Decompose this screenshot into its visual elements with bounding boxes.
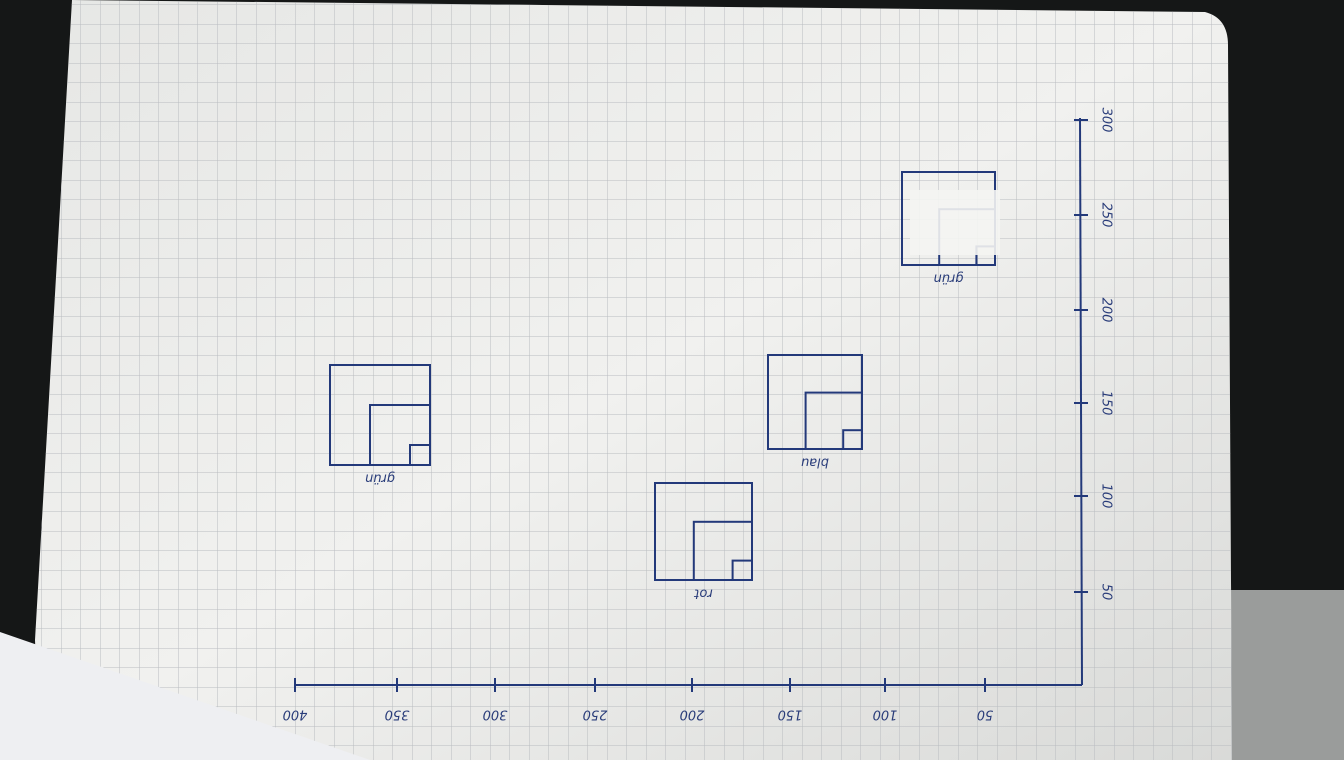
h-axis-label: 200: [680, 707, 705, 722]
box-inner: [692, 520, 753, 581]
v-axis-label: 250: [1099, 203, 1114, 228]
box-label: blau: [801, 455, 829, 470]
h-axis-label: 50: [977, 707, 994, 722]
boxes: rot blau grün grün: [329, 171, 997, 601]
h-axis-label: 100: [873, 707, 898, 722]
box-inner: [369, 404, 431, 466]
v-axis-label: 50: [1099, 584, 1114, 601]
v-axis-label: 200: [1099, 298, 1114, 323]
second-sheet: [0, 632, 370, 760]
box-label: grün: [365, 471, 395, 486]
h-axis-label: 150: [778, 707, 803, 722]
box-label: rot: [693, 586, 712, 601]
correction-patch: [910, 190, 1000, 255]
v-axis-label: 300: [1099, 108, 1114, 133]
vertical-axis: [1079, 117, 1083, 686]
box-label: grün: [933, 271, 963, 286]
box-small: [842, 429, 864, 451]
v-axis-label: 100: [1099, 484, 1114, 509]
h-axis-label: 250: [583, 707, 608, 722]
paper-grid: [35, 0, 1232, 760]
box-inner: [804, 391, 863, 451]
h-axis-label: 300: [483, 707, 508, 722]
cloth: [1210, 590, 1344, 760]
h-axis-label: 350: [385, 707, 410, 722]
h-axis-label: 400: [283, 707, 308, 722]
v-axis-label: 150: [1099, 391, 1114, 416]
box-small: [731, 559, 753, 581]
box-small: [409, 444, 431, 466]
